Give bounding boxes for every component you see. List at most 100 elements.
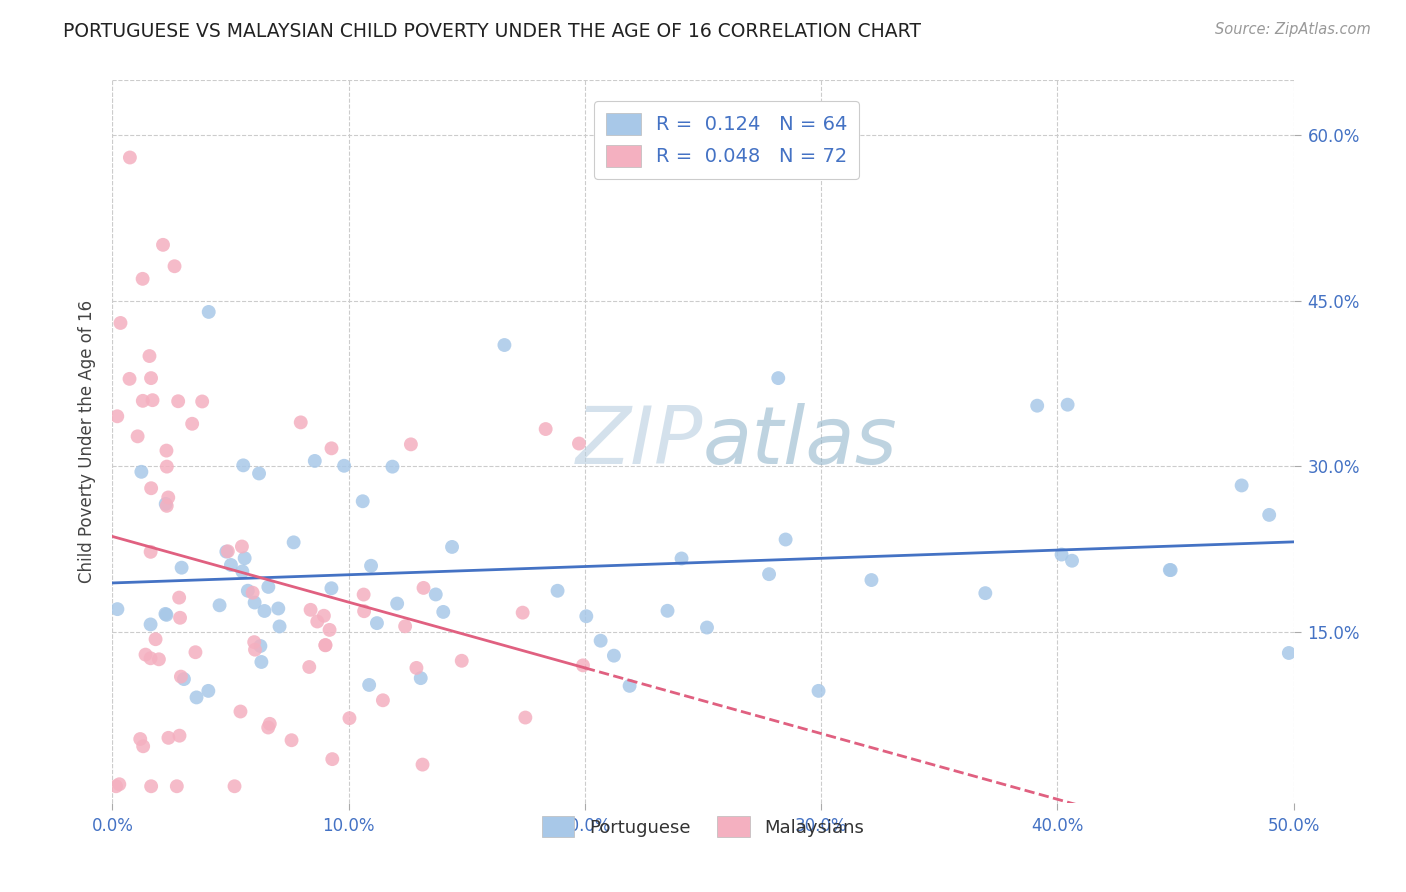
Point: [155, 497, 177, 511]
Point: [657, 604, 679, 618]
Point: [1050, 548, 1073, 562]
Point: [267, 601, 290, 615]
Point: [132, 393, 155, 408]
Point: [572, 658, 595, 673]
Point: [758, 567, 780, 582]
Point: [298, 660, 321, 674]
Point: [441, 540, 464, 554]
Point: [219, 558, 242, 572]
Point: [696, 620, 718, 634]
Text: PORTUGUESE VS MALAYSIAN CHILD POVERTY UNDER THE AGE OF 16 CORRELATION CHART: PORTUGUESE VS MALAYSIAN CHILD POVERTY UN…: [63, 22, 921, 41]
Point: [167, 394, 190, 409]
Point: [139, 545, 162, 559]
Point: [167, 591, 190, 605]
Point: [217, 544, 239, 558]
Point: [105, 409, 128, 424]
Point: [156, 459, 179, 474]
Point: [156, 499, 179, 513]
Point: [169, 729, 191, 743]
Point: [321, 752, 343, 766]
Point: [232, 458, 254, 473]
Point: [139, 617, 162, 632]
Point: [412, 757, 434, 772]
Point: [494, 338, 516, 352]
Point: [236, 583, 259, 598]
Text: Source: ZipAtlas.com: Source: ZipAtlas.com: [1215, 22, 1371, 37]
Point: [385, 597, 408, 611]
Point: [157, 491, 180, 505]
Point: [290, 416, 312, 430]
Point: [619, 679, 641, 693]
Point: [768, 371, 790, 385]
Point: [318, 623, 340, 637]
Point: [215, 544, 238, 558]
Point: [1056, 398, 1078, 412]
Point: [139, 651, 162, 665]
Point: [139, 481, 162, 495]
Point: [231, 540, 253, 554]
Point: [233, 551, 256, 566]
Point: [299, 603, 322, 617]
Point: [1278, 646, 1301, 660]
Point: [269, 619, 291, 633]
Point: [166, 779, 188, 793]
Point: [399, 437, 422, 451]
Point: [314, 638, 336, 652]
Point: [243, 635, 266, 649]
Point: [141, 393, 163, 408]
Point: [186, 690, 208, 705]
Point: [339, 711, 361, 725]
Point: [352, 494, 374, 508]
Point: [107, 602, 129, 616]
Point: [105, 779, 128, 793]
Point: [974, 586, 997, 600]
Point: [145, 632, 167, 647]
Point: [224, 779, 246, 793]
Point: [253, 604, 276, 618]
Point: [807, 684, 830, 698]
Point: [589, 633, 612, 648]
Point: [353, 604, 375, 618]
Point: [129, 731, 152, 746]
Point: [127, 429, 149, 443]
Point: [283, 535, 305, 549]
Point: [1159, 563, 1181, 577]
Point: [259, 716, 281, 731]
Point: [170, 560, 193, 574]
Point: [249, 639, 271, 653]
Point: [132, 739, 155, 754]
Point: [138, 349, 160, 363]
Point: [534, 422, 557, 436]
Point: [312, 608, 335, 623]
Point: [405, 661, 427, 675]
Point: [353, 588, 375, 602]
Point: [860, 573, 883, 587]
Point: [243, 595, 266, 609]
Point: [231, 565, 253, 579]
Point: [247, 467, 270, 481]
Point: [139, 371, 162, 385]
Point: [1258, 508, 1281, 522]
Point: [515, 710, 537, 724]
Point: [173, 672, 195, 686]
Point: [547, 583, 569, 598]
Point: [1160, 563, 1182, 577]
Point: [163, 259, 186, 273]
Point: [131, 465, 153, 479]
Point: [381, 459, 404, 474]
Point: [304, 454, 326, 468]
Point: [432, 605, 454, 619]
Point: [394, 619, 416, 633]
Point: [409, 671, 432, 685]
Point: [333, 458, 356, 473]
Point: [118, 372, 141, 386]
Text: ZIP: ZIP: [575, 402, 703, 481]
Point: [108, 777, 131, 791]
Point: [197, 305, 219, 319]
Point: [307, 615, 329, 629]
Text: atlas: atlas: [703, 402, 898, 481]
Point: [157, 731, 180, 745]
Point: [208, 599, 231, 613]
Point: [118, 151, 141, 165]
Point: [425, 587, 447, 601]
